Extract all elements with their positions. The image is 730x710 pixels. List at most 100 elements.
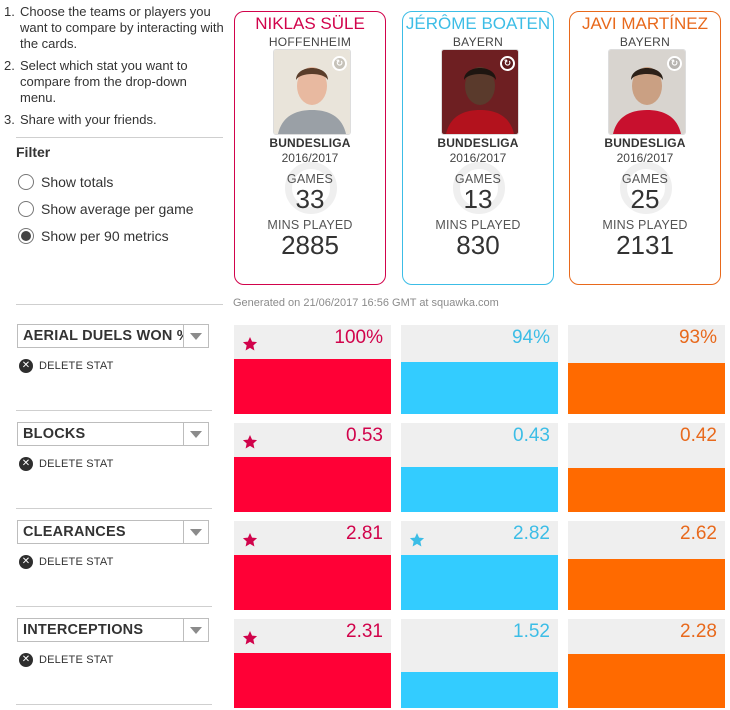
player-team: HOFFENHEIM: [268, 35, 352, 49]
games-label: GAMES: [286, 172, 334, 186]
games-value: 25: [630, 184, 660, 214]
player-photo: ↻: [608, 49, 686, 135]
stat-select-value: CLEARANCES: [23, 524, 126, 540]
instructions-list: 1. Choose the teams or players you want t…: [0, 4, 226, 134]
close-icon: ✕: [19, 457, 33, 471]
stat-bar: [568, 654, 725, 708]
stat-cell: 2.28: [568, 619, 725, 708]
radio-show-average[interactable]: Show average per game: [18, 199, 194, 219]
star-shape: [242, 631, 258, 645]
stat-bar: [401, 672, 558, 708]
player-name: JÉRÔME BOATEN: [405, 14, 551, 33]
player-season: 2016/2017: [449, 151, 507, 165]
mins-label: MINS PLAYED: [435, 218, 521, 232]
stat-cell: 0.43: [401, 423, 558, 512]
radio-circle-selected[interactable]: [18, 228, 34, 244]
player-league: BUNDESLIGA: [604, 136, 686, 150]
radio-circle[interactable]: [18, 174, 34, 190]
player-name: NIKLAS SÜLE: [255, 14, 365, 33]
player-card-1[interactable]: NIKLAS SÜLE HOFFENHEIM ↻ BUNDESLIGA 2016…: [234, 11, 386, 285]
instruction-step: 1. Choose the teams or players you want t…: [4, 4, 224, 51]
star-shape: [242, 533, 258, 547]
stat-select[interactable]: INTERCEPTIONS: [17, 618, 209, 642]
stat-bar: [568, 363, 725, 414]
instruction-step: 2. Select which stat you want to compare …: [4, 58, 188, 105]
player-card-3[interactable]: JAVI MARTÍNEZ BAYERN ↻ BUNDESLIGA 2016/2…: [569, 11, 721, 285]
stat-cell: 2.62: [568, 521, 725, 610]
star-shape: [242, 435, 258, 449]
stat-value: 0.43: [513, 425, 550, 446]
stat-value: 93%: [678, 327, 717, 348]
games-value: 13: [463, 184, 493, 214]
player-photo: ↻: [273, 49, 351, 135]
stat-cell: 100%: [234, 325, 391, 414]
stat-cell: 2.81: [234, 521, 391, 610]
stat-bar: [234, 457, 391, 512]
player-season: 2016/2017: [281, 151, 339, 165]
star-shape: [242, 337, 258, 351]
chevron-down-icon[interactable]: [183, 521, 208, 543]
stat-value: 2.31: [346, 621, 383, 642]
games-ring-icon: [453, 162, 505, 214]
stat-bar: [401, 555, 558, 610]
player-card-2[interactable]: JÉRÔME BOATEN BAYERN ↻ BUNDESLIGA 2016/2…: [402, 11, 554, 285]
delete-stat-button[interactable]: ✕ DELETE STAT: [19, 652, 114, 668]
best-star-icon: [242, 631, 258, 645]
delete-stat-button[interactable]: ✕ DELETE STAT: [19, 554, 114, 570]
stat-select[interactable]: AERIAL DUELS WON %: [17, 324, 209, 348]
divider: [16, 410, 212, 411]
close-icon: ✕: [19, 359, 33, 373]
player-team: BAYERN: [452, 35, 504, 49]
stat-cell: 0.53: [234, 423, 391, 512]
divider: [16, 508, 212, 509]
swap-player-icon[interactable]: ↻: [332, 56, 347, 71]
games-ring-icon: [285, 162, 337, 214]
stat-bar: [234, 653, 391, 708]
stat-value: 94%: [511, 327, 550, 348]
mins-value: 2885: [281, 230, 339, 260]
stat-select-value: BLOCKS: [23, 426, 86, 442]
stat-bar: [568, 468, 725, 512]
stat-value: 2.82: [513, 523, 550, 544]
stat-value: 1.52: [513, 621, 550, 642]
stat-select-value: INTERCEPTIONS: [23, 622, 144, 638]
chevron-down-icon[interactable]: [183, 423, 208, 445]
games-ring-icon: [620, 162, 672, 214]
stat-select[interactable]: CLEARANCES: [17, 520, 209, 544]
best-star-icon: [242, 533, 258, 547]
divider: [16, 606, 212, 607]
stat-bar: [234, 555, 391, 610]
stat-bar: [234, 359, 391, 414]
best-star-icon: [409, 533, 425, 547]
stat-select-value: AERIAL DUELS WON %: [23, 328, 183, 344]
close-icon: ✕: [19, 653, 33, 667]
delete-stat-button[interactable]: ✕ DELETE STAT: [19, 456, 114, 472]
stat-select[interactable]: BLOCKS: [17, 422, 209, 446]
radio-show-totals[interactable]: Show totals: [18, 172, 113, 192]
radio-show-per90[interactable]: Show per 90 metrics: [18, 226, 169, 246]
stat-cell: 0.42: [568, 423, 725, 512]
stat-value: 2.28: [680, 621, 717, 642]
player-team: BAYERN: [619, 35, 671, 49]
stat-bar: [401, 467, 558, 512]
stat-bar: [568, 559, 725, 610]
mins-value: 830: [456, 230, 500, 260]
radio-circle[interactable]: [18, 201, 34, 217]
divider: [16, 704, 212, 705]
delete-stat-button[interactable]: ✕ DELETE STAT: [19, 358, 114, 374]
stat-value: 0.42: [680, 425, 717, 446]
stat-cell: 93%: [568, 325, 725, 414]
stat-cell: 2.82: [401, 521, 558, 610]
swap-player-icon[interactable]: ↻: [500, 56, 515, 71]
swap-player-icon[interactable]: ↻: [667, 56, 682, 71]
divider: [16, 304, 223, 305]
games-label: GAMES: [621, 172, 669, 186]
chevron-down-icon[interactable]: [183, 325, 208, 347]
filter-title: Filter: [16, 144, 51, 160]
mins-label: MINS PLAYED: [602, 218, 688, 232]
stat-bar: [401, 362, 558, 414]
divider: [16, 137, 223, 138]
chevron-down-icon[interactable]: [183, 619, 208, 641]
games-value: 33: [295, 184, 325, 214]
stat-cell: 2.31: [234, 619, 391, 708]
